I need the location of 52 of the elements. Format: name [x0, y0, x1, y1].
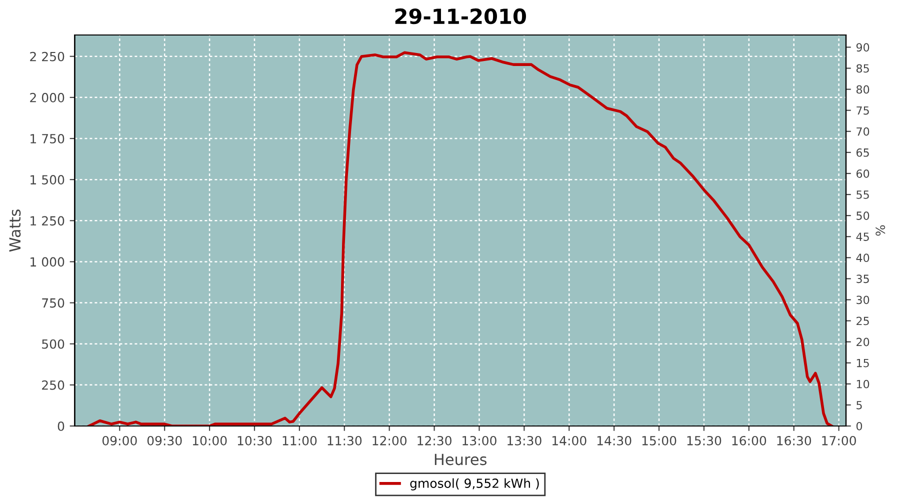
y2-tick-label: 70 [856, 127, 870, 136]
y-tick-label: 2 000 [30, 92, 64, 102]
x-tick-label: 13:30 [508, 436, 542, 446]
y2-tick-label: 55 [856, 190, 869, 199]
x-axis-title: Heures [434, 454, 487, 466]
y2-tick-label: 90 [856, 43, 870, 52]
line-series [88, 51, 834, 426]
x-tick-label: 12:30 [418, 436, 452, 446]
x-tick-label: 17:00 [822, 436, 856, 446]
x-tick-label: 11:00 [282, 436, 317, 446]
y-tick-label: 1 250 [30, 216, 64, 226]
y-tick-label: 500 [42, 339, 64, 349]
y2-tick-label: 75 [856, 106, 869, 115]
legend-label: gmosol( 9,552 kWh ) [410, 478, 539, 490]
y2-axis-title: % [876, 225, 886, 236]
x-tick-label: 09:00 [102, 436, 137, 446]
y2-tick-label: 40 [856, 254, 870, 262]
chart-title: 29-11-2010 [395, 8, 526, 24]
y-tick-label: 2 250 [30, 52, 64, 62]
y2-tick-label: 5 [856, 401, 862, 410]
x-tick-label: 14:30 [597, 436, 632, 446]
y2-tick-label: 65 [856, 148, 869, 157]
y2-tick-label: 50 [856, 212, 870, 220]
x-tick-label: 16:00 [732, 436, 766, 446]
x-tick-label: 10:30 [238, 436, 272, 446]
y-tick-label: 750 [42, 298, 64, 308]
y2-tick-label: 80 [856, 85, 870, 94]
y-tick-label: 1 000 [30, 257, 64, 267]
x-tick-label: 13:00 [462, 436, 496, 446]
x-tick-label: 14:00 [552, 436, 586, 446]
y-tick-label: 1 750 [30, 134, 64, 144]
y2-tick-label: 30 [856, 296, 870, 304]
y-tick-label: 0 [58, 421, 64, 431]
y-tick-label: 1 500 [30, 175, 64, 184]
y2-tick-label: 60 [856, 169, 870, 178]
x-tick-label: 15:00 [642, 436, 676, 446]
y2-tick-label: 15 [856, 358, 869, 368]
x-tick-label: 16:30 [777, 436, 812, 446]
y2-tick-label: 45 [856, 232, 869, 241]
x-tick-label: 10:00 [192, 436, 227, 446]
y2-tick-label: 35 [856, 274, 869, 284]
x-tick-label: 12:00 [372, 436, 407, 446]
y2-tick-label: 25 [856, 316, 869, 326]
y2-tick-label: 20 [856, 338, 870, 346]
y2-tick-label: 85 [856, 64, 869, 73]
y-axis-title: Watts [9, 210, 21, 252]
y-tick-label: 250 [42, 380, 64, 390]
y2-tick-label: 10 [856, 380, 870, 388]
y2-tick-label: 0 [856, 422, 862, 430]
x-tick-label: 09:30 [147, 436, 182, 446]
x-tick-label: 15:30 [687, 436, 722, 446]
x-tick-label: 11:30 [328, 436, 362, 446]
